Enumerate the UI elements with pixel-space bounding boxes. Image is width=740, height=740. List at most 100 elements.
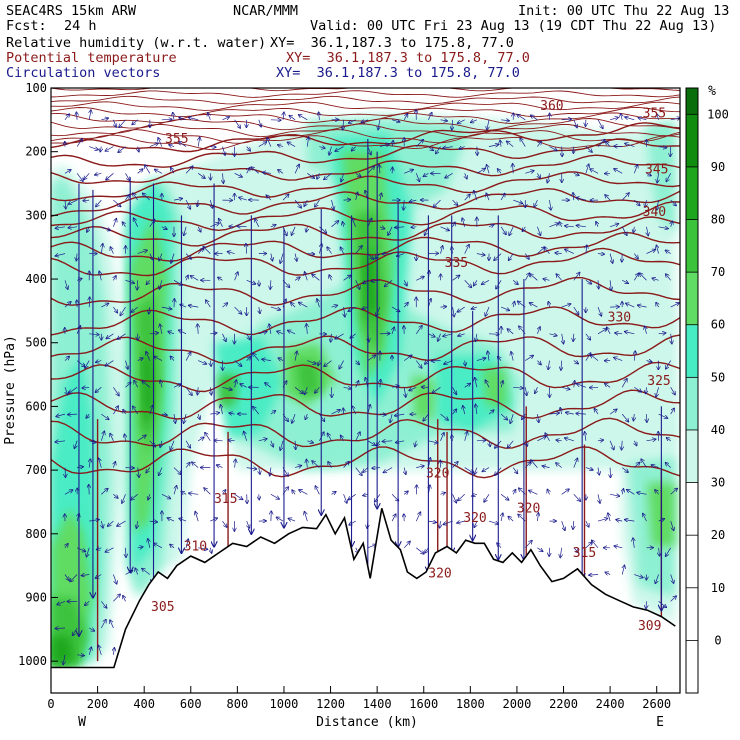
vector-727: [565, 438, 574, 442]
vector-251: [218, 277, 223, 280]
vector-394: [329, 275, 331, 281]
colorbar-band-1: [686, 377, 698, 430]
vector-814: [633, 414, 634, 421]
vector-178: [169, 145, 175, 147]
vector-439: [367, 218, 372, 227]
vector-705: [561, 304, 571, 308]
vector-719: [565, 226, 574, 227]
vector-501: [416, 140, 423, 147]
vector-575: [465, 360, 466, 366]
theta-label-14: 310: [184, 540, 207, 555]
vector-427: [356, 360, 360, 365]
vector-172: [160, 440, 162, 448]
colorbar-band-3: [686, 272, 698, 325]
vector-758: [591, 355, 599, 361]
x-tick-label-3: 600: [180, 697, 202, 711]
vector-515: [415, 512, 420, 522]
vector-52: [82, 387, 90, 388]
vector-873: [670, 488, 678, 495]
vector-580: [458, 494, 465, 500]
vector-787: [614, 169, 623, 174]
vector-502: [415, 173, 419, 181]
vector-793: [615, 333, 623, 334]
vector-565: [443, 520, 453, 524]
vector-60: [85, 601, 90, 605]
vector-40: [73, 627, 78, 636]
vector-453: [379, 144, 389, 147]
theta-contour-17: [51, 231, 680, 262]
vector-103: [110, 620, 114, 629]
humidity-region-20: [482, 368, 508, 407]
vector-567: [459, 147, 465, 149]
vector-516: [416, 547, 424, 554]
vector-639: [507, 329, 514, 335]
vector-801: [614, 546, 623, 548]
vector-618: [500, 226, 506, 235]
vector-154: [149, 440, 156, 447]
x-end-label-east: E: [656, 715, 664, 730]
vector-612: [484, 494, 490, 502]
field-name-rh: Relative humidity (w.r.t. water): [6, 35, 267, 51]
vector-485: [404, 170, 413, 174]
vector-389: [329, 146, 332, 155]
vector-376: [315, 199, 320, 207]
vector-56: [89, 485, 90, 495]
vector-407: [343, 222, 344, 227]
vector-569: [464, 194, 470, 201]
vector-302: [253, 353, 260, 361]
vector-834: [641, 459, 647, 468]
vector-563: [452, 462, 458, 468]
vector-75: [100, 431, 104, 441]
vector-418: [349, 119, 356, 123]
vector-866: [670, 303, 679, 308]
vector-554: [453, 222, 455, 227]
vector-173: [159, 467, 163, 476]
vector-707: [561, 360, 562, 371]
vector-194: [179, 118, 187, 120]
vector-532: [428, 521, 436, 522]
vector-734: [585, 164, 589, 174]
colorbar-tick-label-7: 70: [711, 265, 725, 279]
vector-729: [573, 494, 581, 501]
vector-281: [237, 226, 247, 227]
vector-435: [361, 120, 368, 123]
vector-843: [657, 200, 659, 210]
vector-7: [64, 302, 71, 308]
vector-177: [173, 113, 174, 120]
vector-561: [452, 409, 457, 415]
vector-808: [634, 253, 638, 259]
vector-762: [598, 467, 599, 475]
vector-538: [440, 226, 450, 231]
vector-706: [562, 333, 564, 344]
vector-358: [307, 137, 308, 147]
vector-604: [482, 279, 490, 284]
vector-169: [154, 356, 163, 361]
x-tick-label-6: 1200: [316, 697, 345, 711]
vector-709: [560, 408, 562, 415]
vector-239: [210, 413, 219, 414]
vector-247: [223, 173, 224, 183]
vector-597: [474, 520, 477, 527]
vector-829: [645, 326, 647, 334]
vector-845: [656, 245, 658, 254]
vector-406: [343, 200, 351, 201]
vector-310: [267, 138, 272, 147]
vector-711: [556, 463, 562, 468]
vector-340: [276, 517, 284, 522]
vector-613: [488, 520, 498, 524]
vector-304: [253, 407, 260, 415]
vector-25: [68, 227, 78, 228]
vector-272: [229, 413, 235, 414]
vector-323: [270, 493, 279, 499]
vector-578: [465, 432, 468, 441]
vector-771: [609, 224, 618, 228]
vector-42: [89, 110, 91, 120]
vector-38: [70, 574, 78, 582]
vector-518: [428, 146, 433, 151]
vector-440: [367, 253, 374, 260]
vector-422: [352, 218, 357, 227]
vector-815: [634, 440, 636, 446]
vector-19: [55, 628, 66, 629]
vector-479: [382, 441, 393, 442]
vector-70: [101, 303, 108, 308]
